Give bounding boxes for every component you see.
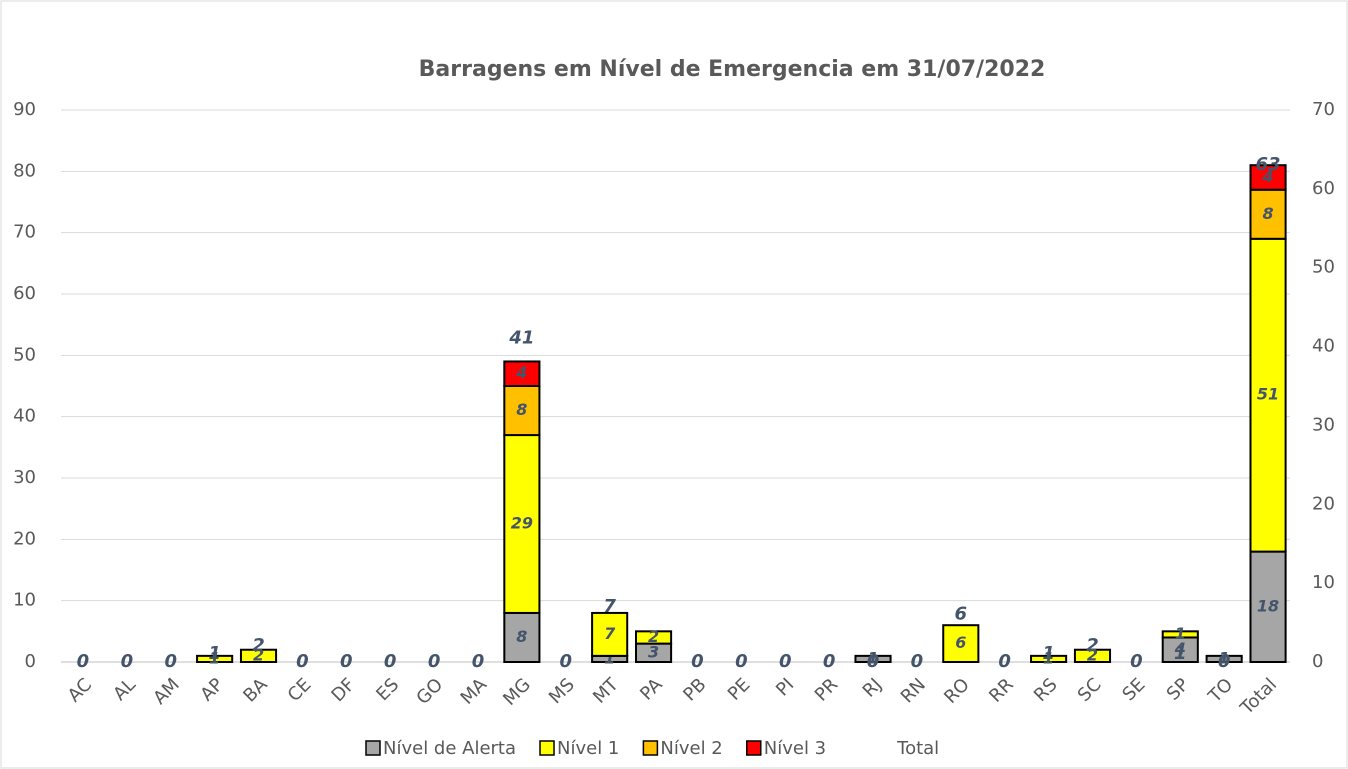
- total-label: 0: [823, 651, 836, 672]
- data-label: 1: [1043, 648, 1054, 667]
- data-label: 18: [1257, 596, 1279, 615]
- data-label: 2: [253, 645, 264, 664]
- total-label: 0: [164, 651, 177, 672]
- y-tick-label: 10: [13, 590, 36, 611]
- data-label: 8: [516, 627, 527, 646]
- data-label: 7: [604, 624, 616, 643]
- total-label: 1: [208, 643, 221, 664]
- y-tick-label: 50: [13, 344, 36, 365]
- total-label: 63: [1256, 154, 1281, 175]
- data-label: 4: [515, 363, 527, 382]
- total-label: 1: [1174, 643, 1187, 664]
- data-label: 1: [1219, 648, 1230, 667]
- total-label: 0: [472, 651, 485, 672]
- data-label: 29: [511, 514, 533, 533]
- total-label: 0: [1130, 651, 1143, 672]
- bar-segment: [239, 648, 278, 664]
- total-label: 0: [911, 651, 924, 672]
- bar-segment: [1161, 636, 1199, 664]
- data-label: 3: [648, 642, 659, 661]
- y-tick-label: 80: [13, 160, 36, 181]
- bar-segment: [1249, 164, 1287, 191]
- total-label: 0: [998, 651, 1011, 672]
- y2-tick-label: 0: [1312, 651, 1323, 672]
- data-label: 51: [1257, 385, 1279, 404]
- y2-tick-label: 20: [1312, 493, 1335, 514]
- y-tick-label: 0: [25, 651, 36, 672]
- total-label: 0: [384, 651, 397, 672]
- total-label: 6: [955, 604, 968, 625]
- legend-label: Nível de Alerta: [383, 738, 516, 759]
- bar-segment: [942, 624, 980, 664]
- y-tick-label: 30: [13, 467, 36, 488]
- y2-tick-label: 70: [1312, 99, 1335, 120]
- total-label: 0: [560, 651, 573, 672]
- data-label: 4: [1261, 167, 1273, 186]
- bar-segment: [854, 654, 892, 663]
- bar-segment: [1249, 550, 1287, 663]
- data-label: 2: [648, 627, 659, 646]
- y-tick-label: 20: [13, 528, 36, 549]
- bar-segment: [1073, 648, 1112, 664]
- data-label: 1: [604, 648, 615, 667]
- total-label: 41: [508, 328, 534, 349]
- y-tick-label: 70: [13, 222, 36, 243]
- y2-tick-label: 40: [1312, 336, 1335, 357]
- total-label: 2: [1086, 635, 1099, 656]
- legend-label: Nível 3: [764, 738, 826, 759]
- bar-segment: [591, 611, 629, 657]
- bar-segment: [196, 654, 234, 663]
- total-label: 0: [296, 651, 309, 672]
- total-label: 2: [252, 635, 265, 656]
- bar-segment: [1205, 654, 1243, 663]
- total-label: 0: [77, 651, 90, 672]
- total-label: 1: [1042, 643, 1055, 664]
- data-label: 8: [1262, 204, 1273, 223]
- legend-swatch: [746, 740, 762, 756]
- total-label: 0: [340, 651, 353, 672]
- y-tick-label: 40: [13, 406, 36, 427]
- data-label: 1: [1175, 624, 1186, 643]
- legend-swatch: [642, 740, 659, 756]
- bar-segment: [503, 360, 541, 388]
- data-label: 4: [1174, 639, 1186, 658]
- total-label: 0: [691, 651, 704, 672]
- total-label: 0: [867, 651, 880, 672]
- legend-label: Nível 1: [557, 738, 619, 759]
- data-label: 1: [867, 648, 878, 667]
- total-label: 7: [603, 596, 616, 617]
- data-label: 2: [1087, 645, 1098, 664]
- total-label: 0: [779, 651, 792, 672]
- total-label: 0: [1218, 651, 1231, 672]
- total-label: 0: [735, 651, 748, 672]
- bar-segment: [1161, 630, 1199, 639]
- y-tick-label: 60: [13, 283, 36, 304]
- legend-label: Nível 2: [660, 738, 722, 759]
- bar-segment: [634, 630, 673, 645]
- bar-segment: [1030, 654, 1068, 663]
- y2-tick-label: 50: [1312, 257, 1335, 278]
- legend-swatch: [539, 740, 555, 756]
- y2-tick-label: 10: [1312, 572, 1335, 593]
- y-tick-label: 90: [13, 99, 36, 120]
- legend-swatch: [365, 740, 381, 756]
- bar-segment: [1249, 188, 1287, 240]
- data-label: 1: [209, 648, 220, 667]
- chart-title: Barragens em Nível de Emergencia em 31/0…: [419, 57, 1046, 82]
- legend-label: Total: [896, 738, 939, 759]
- bar-segment: [503, 385, 541, 437]
- total-label: 0: [121, 651, 134, 672]
- y2-tick-label: 30: [1312, 414, 1335, 435]
- bar-segment: [503, 611, 541, 664]
- data-label: 8: [516, 400, 527, 419]
- data-label: 6: [955, 633, 966, 652]
- y2-tick-label: 60: [1312, 178, 1335, 199]
- total-label: 0: [428, 651, 441, 672]
